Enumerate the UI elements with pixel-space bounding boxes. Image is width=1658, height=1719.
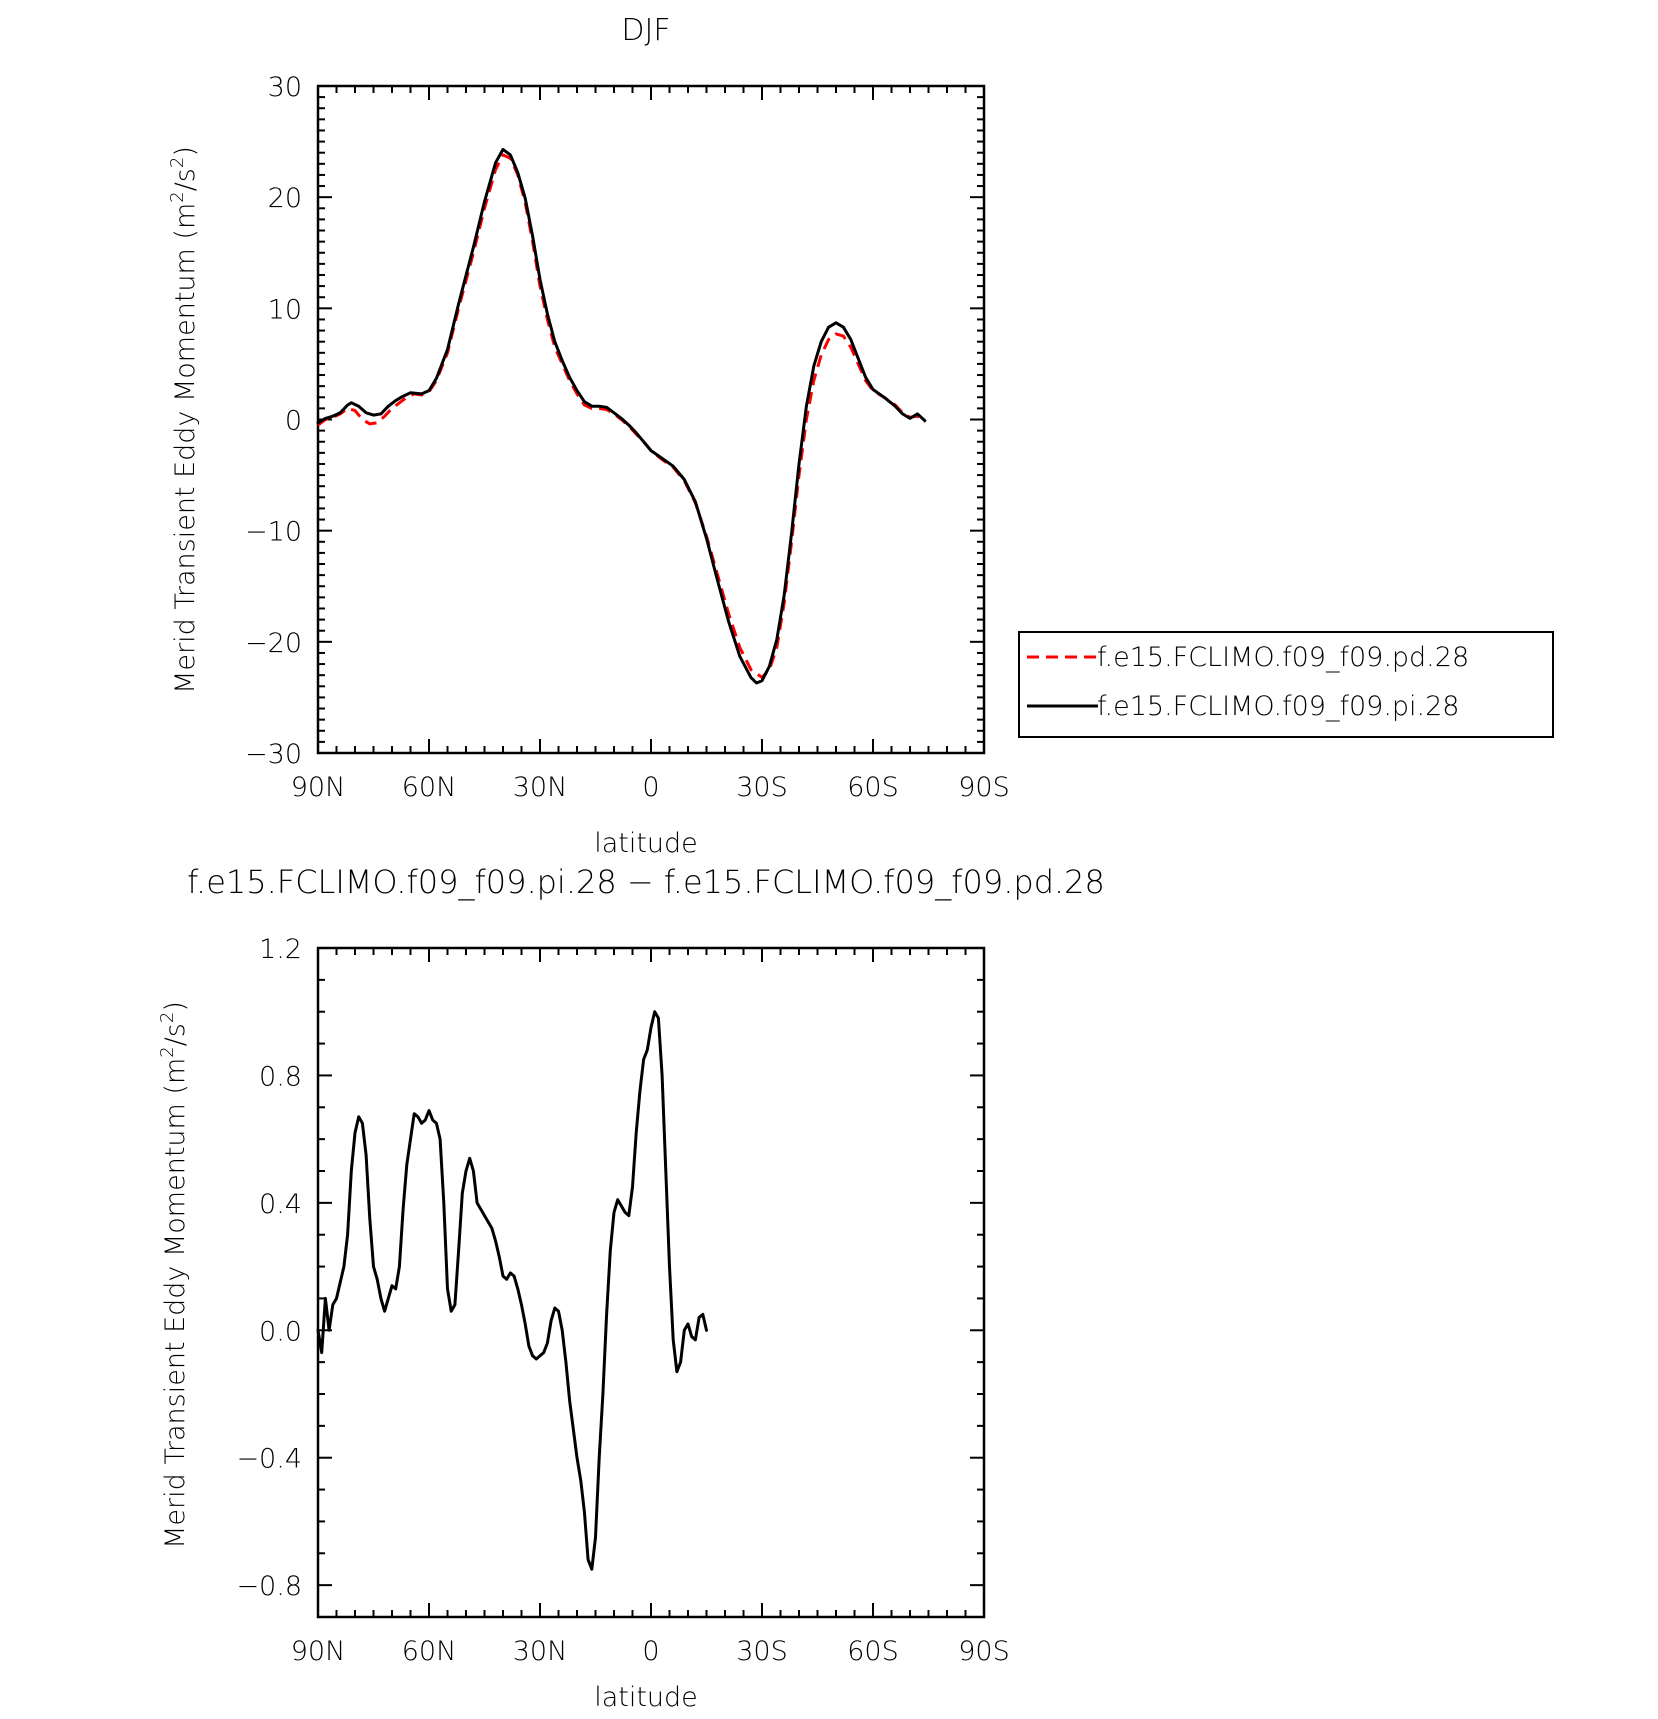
bottom-chart-x-tick-labels: 90N 60N 30N 0 30S 60S 90S [291, 1636, 1010, 1667]
y-tick-label: 0.8 [259, 1061, 302, 1092]
bottom-chart: f.e15.FCLIMO.f09_f09.pi.28 − f.e15.FCLIM… [157, 863, 1105, 1713]
top-chart-title: DJF [621, 13, 670, 48]
y-tick-label: 20 [268, 183, 302, 214]
y-tick-label: −0.8 [236, 1571, 302, 1602]
y-tick-label: 0 [285, 406, 302, 437]
series-line-pi [316, 147, 927, 685]
y-tick-label: 10 [268, 294, 302, 325]
x-tick-label: 60S [847, 772, 899, 803]
y-tick-label: −20 [245, 628, 302, 659]
ylabel-sup: 2 [157, 1046, 178, 1057]
bottom-chart-series-group [316, 1010, 708, 1571]
ylabel-sup: 2 [157, 1012, 178, 1023]
y-tick-label: 0.0 [259, 1316, 302, 1347]
x-tick-label: 30S [736, 772, 788, 803]
ylabel-sup: 2 [167, 191, 188, 202]
x-tick-label: 90N [291, 1636, 346, 1667]
y-tick-label: 30 [268, 72, 302, 103]
x-tick-label: 0 [642, 1636, 659, 1667]
y-tick-label: 1.2 [259, 934, 302, 965]
x-tick-label: 0 [642, 772, 659, 803]
y-tick-label: −30 [245, 739, 302, 770]
top-chart-y-axis-label: Merid Transient Eddy Momentum (m2/s2) [167, 146, 201, 694]
top-chart: DJF −30 −20 −10 0 10 20 30 90N 60N 30N 0 30S 60S 90S… [167, 13, 1554, 859]
top-chart-series-group [316, 147, 927, 685]
legend-label-pi: f.e15.FCLIMO.f09_f09.pi.28 [1097, 691, 1459, 722]
top-chart-y-tick-labels: −30 −20 −10 0 10 20 30 [245, 72, 302, 770]
top-chart-x-axis-label: latitude [594, 828, 698, 859]
x-tick-label: 90S [958, 772, 1010, 803]
x-tick-label: 30N [513, 772, 568, 803]
ylabel-text: Merid Transient Eddy Momentum (m [170, 203, 201, 694]
plot-frame [316, 946, 986, 1619]
x-tick-label: 90S [958, 1636, 1010, 1667]
y-tick-label: −10 [245, 517, 302, 548]
ylabel-sup: 2 [167, 157, 188, 168]
y-tick-label: 0.4 [259, 1189, 302, 1220]
legend: f.e15.FCLIMO.f09_f09.pd.28 f.e15.FCLIMO.… [1018, 631, 1554, 738]
y-tick-label: −0.4 [236, 1444, 302, 1475]
ylabel-text: /s [160, 1023, 191, 1046]
series-line-difference [316, 1010, 708, 1571]
top-chart-plot-area [316, 84, 986, 755]
bottom-chart-x-axis-label: latitude [594, 1682, 698, 1713]
ylabel-text: ) [160, 1001, 191, 1012]
bottom-chart-title: f.e15.FCLIMO.f09_f09.pi.28 − f.e15.FCLIM… [187, 863, 1105, 901]
ylabel-text: /s [170, 168, 201, 191]
x-tick-label: 60N [402, 1636, 457, 1667]
x-tick-label: 30S [736, 1636, 788, 1667]
ylabel-text: ) [170, 146, 201, 157]
x-tick-label: 30N [513, 1636, 568, 1667]
series-line-pd [317, 153, 926, 679]
plot-frame [316, 84, 986, 755]
bottom-chart-y-tick-labels: −0.8 −0.4 0.0 0.4 0.8 1.2 [236, 934, 302, 1602]
legend-box [1018, 631, 1554, 738]
top-chart-x-tick-labels: 90N 60N 30N 0 30S 60S 90S [291, 772, 1010, 803]
bottom-chart-plot-area [316, 946, 986, 1619]
x-tick-label: 90N [291, 772, 346, 803]
x-tick-label: 60S [847, 1636, 899, 1667]
bottom-chart-y-axis-label: Merid Transient Eddy Momentum (m2/s2) [157, 1001, 191, 1549]
x-tick-label: 60N [402, 772, 457, 803]
ylabel-text: Merid Transient Eddy Momentum (m [160, 1058, 191, 1549]
legend-label-pd: f.e15.FCLIMO.f09_f09.pd.28 [1097, 642, 1469, 673]
